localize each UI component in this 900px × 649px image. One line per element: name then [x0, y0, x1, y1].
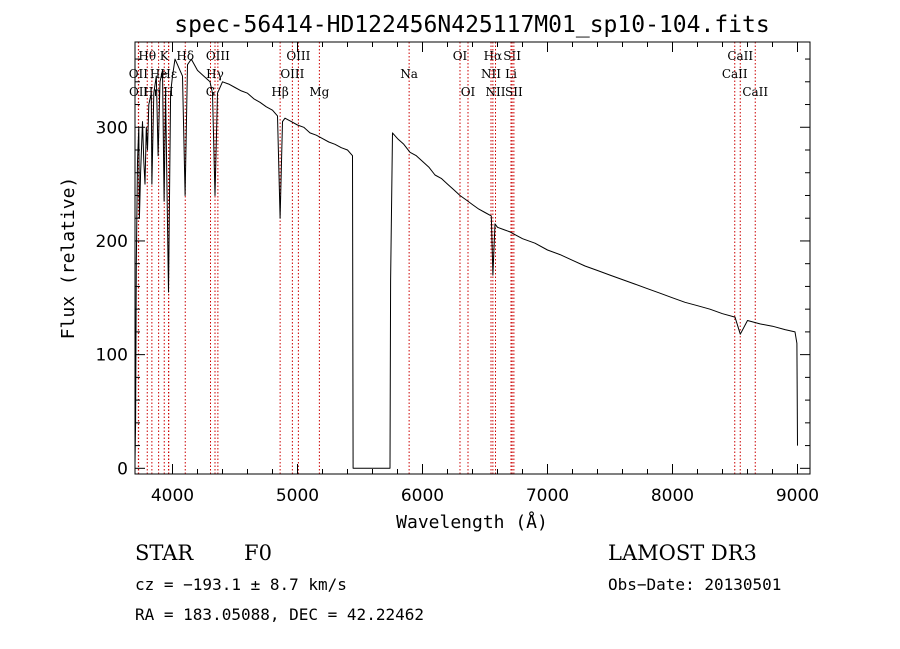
- line-marker-label-25: CaII: [727, 49, 753, 63]
- y-tick-label-1: 100: [96, 346, 128, 366]
- line-marker-label-16: Na: [400, 67, 418, 81]
- line-marker-label-15: Mg: [309, 85, 329, 99]
- line-marker-label-11: G: [206, 85, 216, 99]
- x-tick-label-3: 7000: [526, 486, 569, 506]
- line-marker-label-22: Li: [505, 67, 517, 81]
- x-tick-label-2: 6000: [401, 486, 444, 506]
- velocity-text: cz = −193.1 ± 8.7 km/s: [135, 575, 347, 594]
- x-axis-label: Wavelength (Å): [396, 511, 548, 533]
- line-marker-label-14: Hβ: [271, 85, 288, 99]
- line-marker-label-24: SII: [505, 85, 523, 99]
- plot-frame: [134, 41, 811, 475]
- chart-title: spec-56414-HD122456N425117M01_sp10-104.f…: [174, 12, 769, 38]
- line-marker-label-13: OIII: [280, 67, 304, 81]
- line-markers: HθOIIHηOIIKHeHHδHεOIIIHγGOIIIOIIIHβMgNaO…: [129, 42, 768, 474]
- y-tick-label-0: 0: [117, 459, 128, 479]
- coords-text: RA = 183.05088, DEC = 42.22462: [135, 605, 424, 624]
- x-tick-label-4: 8000: [651, 486, 694, 506]
- x-tick-label-1: 5000: [276, 486, 319, 506]
- y-axis-ticks: 0 100 200 300: [96, 58, 810, 479]
- spectrum-series: [134, 58, 798, 469]
- line-marker-label-27: CaII: [742, 85, 768, 99]
- line-marker-label-20: SII: [503, 49, 521, 63]
- line-marker-label-4: K: [160, 49, 170, 63]
- line-marker-label-7: Hδ: [176, 49, 194, 63]
- y-tick-label-2: 200: [96, 232, 128, 252]
- series-line-spectrum: [134, 58, 798, 469]
- x-tick-label-0: 4000: [151, 486, 194, 506]
- line-marker-label-9: OIII: [206, 49, 230, 63]
- line-marker-label-19: Hα: [484, 49, 503, 63]
- line-marker-label-18: OI: [461, 85, 476, 99]
- class-label: STAR: [135, 541, 194, 565]
- survey-label: LAMOST DR3: [608, 541, 757, 565]
- line-marker-label-12: OIII: [286, 49, 310, 63]
- obs-date-text: Obs−Date: 20130501: [608, 575, 781, 594]
- line-marker-label-21: NII: [481, 67, 501, 81]
- line-marker-label-26: CaII: [722, 67, 748, 81]
- y-tick-label-3: 300: [96, 118, 128, 138]
- x-axis-ticks: 4000 5000 6000 7000 8000 9000: [151, 42, 819, 506]
- line-marker-label-23: NII: [486, 85, 506, 99]
- line-marker-label-3: OII: [129, 85, 149, 99]
- line-marker-label-10: Hγ: [206, 67, 224, 81]
- line-marker-label-17: OI: [453, 49, 468, 63]
- line-marker-label-0: Hθ: [138, 49, 156, 63]
- x-tick-label-5: 9000: [776, 486, 819, 506]
- subclass-label: F0: [244, 541, 272, 565]
- y-axis-label: Flux (relative): [58, 177, 79, 340]
